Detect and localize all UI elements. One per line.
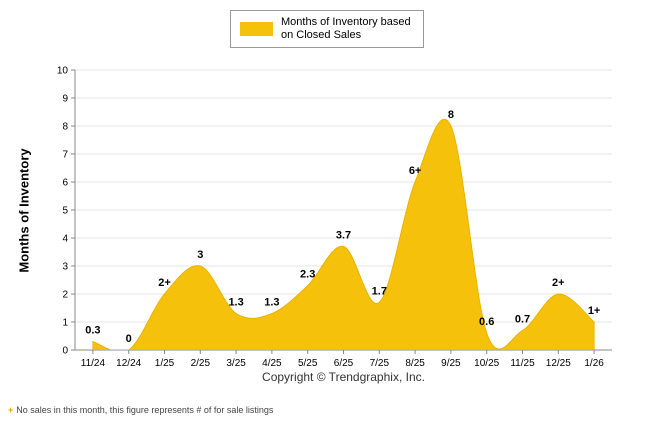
legend-swatch: [240, 22, 273, 36]
legend-label: Months of Inventory based on Closed Sale…: [281, 16, 411, 42]
y-tick-label: 0: [62, 346, 68, 357]
point-label: 3.7: [336, 229, 351, 241]
footnote-plus-marker: +: [8, 405, 14, 415]
y-tick-label: 9: [62, 94, 68, 105]
x-tick-label: 11/25: [510, 358, 535, 369]
legend-label-line1: Months of Inventory based: [281, 16, 411, 28]
y-axis-title: Months of Inventory: [16, 147, 32, 273]
y-tick-label: 3: [62, 262, 68, 273]
inventory-area: [92, 118, 595, 350]
x-tick-label: 11/24: [81, 358, 106, 369]
x-tick-label: 6/25: [334, 358, 354, 369]
legend-label-line2: on Closed Sales: [281, 29, 362, 41]
x-tick-label: 9/25: [441, 358, 461, 369]
point-label: 1.3: [264, 297, 279, 309]
point-label: 0: [126, 333, 132, 345]
point-label: 1+: [588, 305, 601, 317]
point-label: 0.7: [515, 313, 530, 325]
point-label: 6+: [409, 165, 422, 177]
point-label: 2.3: [300, 269, 315, 281]
y-tick-label: 6: [62, 178, 68, 189]
x-tick-label: 4/25: [262, 358, 282, 369]
point-label: 1.7: [372, 285, 387, 297]
point-label: 8: [448, 109, 454, 121]
x-tick-label: 3/25: [226, 358, 246, 369]
y-tick-label: 2: [62, 290, 68, 301]
y-tick-label: 10: [57, 66, 69, 77]
footnote: + No sales in this month, this figure rep…: [8, 405, 273, 415]
y-tick-label: 8: [62, 122, 68, 133]
y-tick-label: 4: [62, 234, 68, 245]
x-tick-label: 8/25: [405, 358, 425, 369]
point-label: 1.3: [228, 297, 243, 309]
point-label: 2+: [552, 277, 565, 289]
point-label: 3: [197, 249, 203, 261]
x-tick-label: 10/25: [474, 358, 499, 369]
legend: Months of Inventory based on Closed Sale…: [230, 10, 424, 48]
y-tick-label: 1: [62, 318, 68, 329]
copyright-text: Copyright © Trendgraphix, Inc.: [262, 370, 425, 384]
x-tick-label: 5/25: [298, 358, 318, 369]
x-tick-label: 1/26: [584, 358, 604, 369]
point-label: 0.6: [479, 316, 494, 328]
x-tick-label: 12/24: [116, 358, 141, 369]
footnote-text: No sales in this month, this figure repr…: [16, 405, 274, 415]
x-tick-label: 7/25: [370, 358, 390, 369]
point-label: 0.3: [85, 325, 100, 337]
x-tick-label: 1/25: [155, 358, 175, 369]
x-tick-label: 2/25: [191, 358, 211, 369]
point-label: 2+: [158, 277, 171, 289]
x-tick-label: 12/25: [546, 358, 571, 369]
y-tick-label: 7: [62, 150, 68, 161]
y-tick-label: 5: [62, 206, 68, 217]
